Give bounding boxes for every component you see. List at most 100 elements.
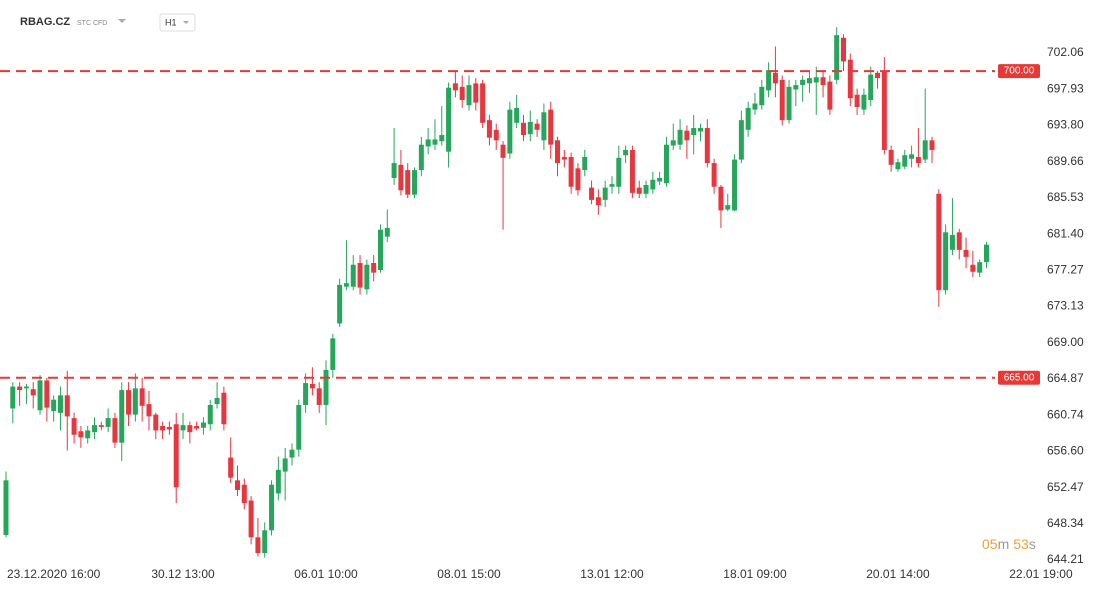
candle-body [575, 168, 581, 191]
candle-body [262, 530, 268, 554]
candle-body [582, 156, 588, 171]
candle-body [296, 404, 302, 450]
timeframe: H1 [165, 17, 177, 27]
countdown-minutes-unit: m [998, 536, 1010, 552]
candle-body [153, 414, 159, 431]
candle-body [527, 121, 533, 135]
candle-body [820, 77, 826, 86]
countdown-seconds: 53 [1013, 536, 1029, 552]
candle-body [384, 227, 390, 237]
candle-body [725, 205, 731, 210]
candle-body [943, 232, 949, 291]
level-label: 665.00 [1004, 372, 1035, 383]
candle-body [78, 431, 84, 438]
candle-body [37, 380, 43, 411]
x-tick-label: 18.01 09:00 [723, 567, 787, 581]
candle-body [132, 388, 138, 415]
level-label: 700.00 [1004, 66, 1035, 77]
candle-body [377, 229, 383, 271]
candle-body [888, 149, 894, 165]
candle-body [275, 469, 281, 494]
candle-body [194, 426, 200, 429]
candle-body [166, 426, 172, 430]
y-tick-label: 656.60 [1047, 444, 1084, 458]
candle-body [977, 262, 983, 273]
x-tick-label: 20.01 14:00 [866, 567, 930, 581]
y-tick-label: 689.66 [1047, 154, 1084, 168]
candle-body [71, 418, 77, 435]
candle-body [255, 537, 261, 554]
candle-body [330, 338, 336, 370]
x-tick-label: 13.01 12:00 [580, 567, 644, 581]
candle-body [17, 386, 23, 391]
candle-body [85, 430, 91, 439]
candle-body [92, 425, 98, 433]
candle-body [480, 83, 486, 123]
candle-body [323, 369, 329, 405]
plot-area: 702.06 697.93 693.80 689.66 685.53 681.40 677.… [0, 27, 1084, 581]
candle-body [704, 128, 710, 164]
y-tick-label: 652.47 [1047, 480, 1084, 494]
candle-body [303, 383, 309, 405]
candle-body [105, 418, 111, 427]
candle-body [214, 397, 220, 405]
candle-body [875, 72, 881, 79]
candle-body [786, 86, 792, 121]
instrument-tags: STC CFD [77, 20, 107, 27]
candle-body [895, 162, 901, 170]
candle-body [983, 244, 989, 263]
candle-body [289, 449, 295, 458]
candle-body [357, 263, 363, 288]
y-tick-label: 664.87 [1047, 371, 1084, 385]
candle-body [316, 388, 322, 405]
candle-body [282, 458, 288, 472]
candle-body [663, 144, 669, 184]
candle-body [507, 109, 513, 154]
y-tick-label: 702.06 [1047, 45, 1084, 59]
candle-body [452, 83, 458, 91]
candle-body [922, 140, 928, 160]
candle-body [779, 79, 785, 121]
candle-body [847, 59, 853, 99]
y-tick-label: 648.34 [1047, 516, 1084, 530]
candle-body [602, 187, 608, 200]
candle-body [616, 157, 622, 187]
candle-body [57, 395, 63, 413]
y-tick-label: 693.80 [1047, 118, 1084, 132]
candle-body [119, 390, 125, 443]
candle-body [473, 83, 479, 103]
candle-body [589, 187, 595, 200]
candle-body [534, 123, 540, 130]
candle-body [44, 380, 50, 408]
candle-body [364, 264, 370, 290]
candle-body [173, 424, 179, 488]
candle-body [670, 140, 676, 146]
x-tick-label: 08.01 15:00 [437, 567, 501, 581]
candle-body [691, 128, 697, 136]
candle-body [732, 159, 738, 211]
candle-body [623, 149, 629, 156]
candle-body [650, 179, 656, 190]
candle-body [160, 426, 166, 431]
candle-body [337, 284, 343, 324]
symbol-dropdown[interactable] [118, 19, 126, 23]
candle-body [398, 164, 404, 191]
candle-body [861, 94, 867, 110]
candle-body [555, 140, 561, 164]
candle-body [759, 86, 765, 106]
y-tick-label: 673.13 [1047, 299, 1084, 313]
countdown: 05m 53s [982, 536, 1036, 552]
candle-body [187, 425, 193, 433]
x-tick-label: 30.12 13:00 [151, 567, 215, 581]
candle-body [793, 85, 799, 90]
candle-body [439, 135, 445, 142]
candle-body [827, 81, 833, 110]
candle-body [371, 263, 377, 273]
timeframe-select[interactable] [159, 13, 196, 32]
candle-body [813, 77, 819, 83]
candle-body [221, 392, 227, 425]
y-tick-label: 685.53 [1047, 190, 1084, 204]
candle-body [180, 425, 186, 431]
y-tick-label: 697.93 [1047, 81, 1084, 95]
candle-body [200, 422, 206, 428]
